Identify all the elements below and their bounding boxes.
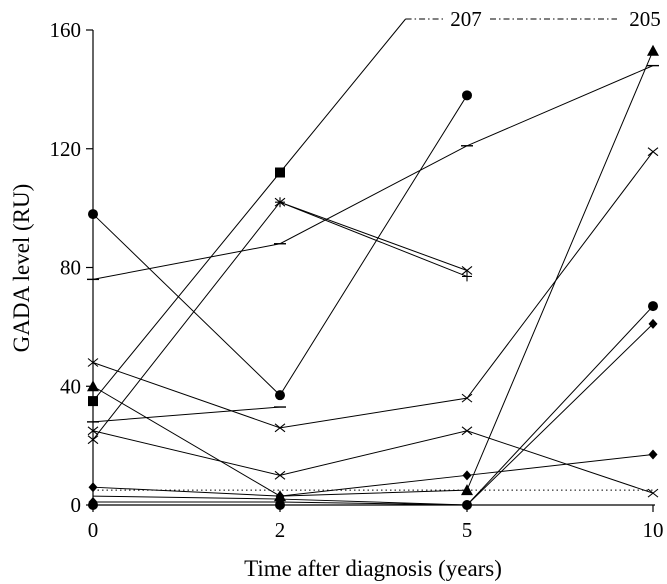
series-line: [92, 95, 468, 396]
diamond-marker: [462, 470, 472, 481]
square-marker: [275, 167, 285, 178]
x-marker: [87, 435, 99, 445]
y-tick-label: 40: [60, 374, 81, 398]
series-line: [92, 406, 281, 423]
y-tick-label: 160: [50, 18, 82, 42]
y-tick-label: 120: [50, 137, 82, 161]
circle-marker: [275, 390, 285, 401]
x-marker: [87, 358, 99, 367]
series-line: [93, 305, 654, 506]
series-line: [92, 430, 654, 494]
x-marker: [647, 488, 659, 498]
series-line: [92, 65, 654, 280]
series-line: [279, 201, 468, 277]
diamond-marker: [648, 318, 658, 329]
diamond-marker: [275, 491, 285, 502]
square-marker: [88, 396, 98, 407]
x-marker: [274, 197, 286, 207]
circle-marker: [88, 209, 98, 220]
triangle-marker: [461, 484, 473, 496]
series-line: [92, 201, 468, 440]
x-marker: [461, 266, 473, 275]
y-tick-label: 80: [60, 256, 81, 280]
x-marker: [461, 426, 473, 436]
x-tick-label: 10: [643, 518, 664, 542]
tick-labels: 0 40 80 120 160 0 2 5 10: [50, 18, 664, 542]
circle-marker: [648, 301, 658, 312]
series-line: [92, 50, 654, 497]
series-line: [92, 454, 654, 497]
x-axis-label: Time after diagnosis (years): [244, 556, 502, 581]
x-marker: [274, 470, 286, 480]
series-line: [93, 323, 654, 506]
series-markers: [87, 44, 659, 510]
offscale-value-label: 205: [629, 7, 661, 31]
x-tick-label: 2: [275, 518, 286, 542]
x-tick-label: 5: [462, 518, 473, 542]
y-tick-label: 0: [71, 493, 82, 517]
x-tick-label: 0: [88, 518, 99, 542]
diamond-marker: [648, 449, 658, 460]
x-marker: [461, 393, 473, 403]
series-line: [92, 18, 406, 402]
x-marker: [647, 147, 659, 157]
series-line: [92, 151, 654, 429]
series-lines: 207 205: [92, 7, 661, 506]
series-line: [92, 495, 653, 506]
triangle-marker: [647, 44, 659, 56]
x-marker: [87, 426, 99, 436]
x-marker: [274, 423, 286, 433]
plus-marker: [462, 271, 472, 282]
circle-marker: [462, 90, 472, 101]
diamond-marker: [88, 482, 98, 493]
y-axis-label: GADA level (RU): [9, 184, 34, 353]
offscale-value-label: 207: [450, 7, 482, 31]
